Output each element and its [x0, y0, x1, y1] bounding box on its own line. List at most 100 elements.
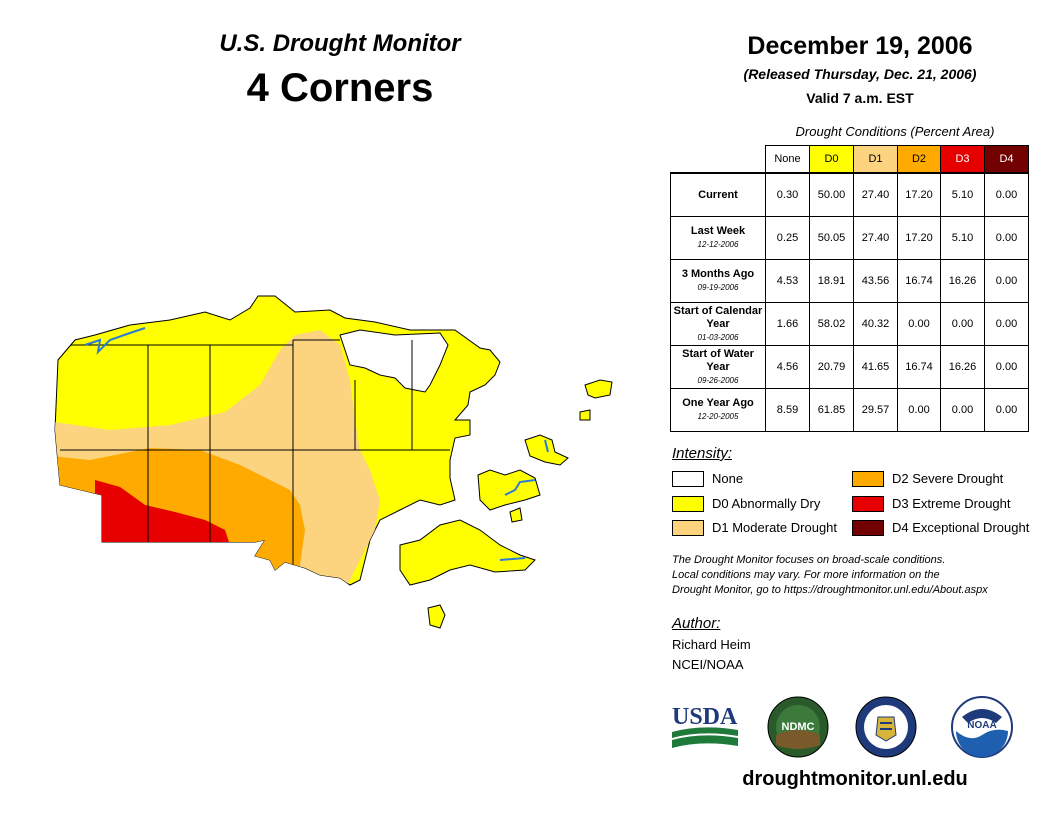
table-caption: Drought Conditions (Percent Area): [795, 124, 995, 139]
table-header-row: None D0 D1 D2 D3 D4: [671, 145, 1029, 174]
table-cell: 50.00: [809, 172, 854, 217]
table-cell: 17.20: [897, 172, 941, 217]
table-cell: 0.00: [984, 172, 1029, 217]
table-row: Last Week 12-12-2006 0.25 50.05 27.40 17.…: [670, 216, 1029, 260]
valid-time: Valid 7 a.m. EST: [806, 90, 914, 106]
legend-swatch: [672, 520, 704, 536]
legend-label: D1 Moderate Drought: [712, 520, 838, 535]
disclaimer-note: The Drought Monitor focuses on broad-sca…: [672, 553, 1052, 598]
legend-swatch: [852, 496, 884, 512]
table-cell: 27.40: [853, 216, 898, 260]
table-cell: 0.00: [984, 302, 1029, 346]
table-cell: 0.00: [940, 302, 985, 346]
row-label: Start of Calendar Year: [673, 304, 763, 330]
legend-swatch: [672, 496, 704, 512]
table-row: Current 0.30 50.00 27.40 17.20 5.10 0.00: [670, 172, 1029, 217]
row-label: 3 Months Ago: [681, 268, 755, 280]
table-cell: 0.00: [984, 259, 1029, 303]
table-cell: 5.10: [940, 172, 985, 217]
col-header-d4: D4: [984, 145, 1029, 174]
table-row: 3 Months Ago 09-19-2006 4.53 18.91 43.56 …: [670, 259, 1029, 303]
row-label: Start of Water Year: [682, 347, 754, 373]
ndmc-logo: NDMC: [767, 696, 829, 758]
row-label: Last Week: [690, 225, 746, 237]
table-cell: 0.30: [765, 172, 810, 217]
col-header-d2: D2: [897, 145, 941, 174]
table-row: Start of Calendar Year 01-03-2006 1.66 58…: [670, 302, 1029, 346]
east-rivers: [499, 439, 549, 561]
legend-label: D2 Severe Drought: [892, 471, 1004, 486]
row-label: One Year Ago: [682, 397, 754, 409]
map-title: U.S. Drought Monitor: [219, 30, 461, 57]
row-sublabel: 09-19-2006: [697, 283, 739, 292]
author-title: Author:: [672, 615, 721, 632]
table-cell: 0.25: [765, 216, 810, 260]
drought-map: [54, 295, 613, 629]
table-cell: 4.56: [765, 345, 810, 389]
table-cell: 0.00: [984, 216, 1029, 260]
table-cell: 61.85: [809, 388, 854, 432]
table-cell: 18.91: [809, 259, 854, 303]
table-cell: 16.26: [940, 259, 985, 303]
table-cell: 0.00: [984, 345, 1029, 389]
ndmc-logo-text: NDMC: [782, 721, 815, 733]
table-cell: 50.05: [809, 216, 854, 260]
river: [84, 327, 146, 355]
table-row: One Year Ago 12-20-2005 8.59 61.85 29.57 …: [670, 388, 1029, 432]
table-cell: 5.10: [940, 216, 985, 260]
table-row: Start of Water Year 09-26-2006 4.56 20.79…: [670, 345, 1029, 389]
table-cell: 43.56: [853, 259, 898, 303]
note-line: Local conditions may vary. For more info…: [672, 569, 940, 581]
legend-label: D3 Extreme Drought: [892, 496, 1011, 511]
noaa-logo-text: NOAA: [967, 720, 996, 731]
table-cell: 0.00: [897, 302, 941, 346]
table-cell: 27.40: [853, 172, 898, 217]
legend-title: Intensity:: [672, 445, 733, 462]
county-lines: [60, 339, 450, 570]
col-header-none: None: [765, 145, 810, 174]
row-sublabel: 12-20-2005: [697, 412, 739, 421]
legend-label: D4 Exceptional Drought: [892, 520, 1030, 535]
usda-logo: USDA: [672, 704, 738, 748]
legend-label: D0 Abnormally Dry: [712, 496, 821, 511]
map-date: December 19, 2006: [747, 32, 973, 60]
release-date: (Released Thursday, Dec. 21, 2006): [743, 66, 977, 82]
table-cell: 4.53: [765, 259, 810, 303]
noaa-logo: NOAA: [951, 696, 1013, 758]
table-cell: 8.59: [765, 388, 810, 432]
note-line: Drought Monitor, go to https://droughtmo…: [672, 584, 988, 596]
row-sublabel: 12-12-2006: [697, 240, 739, 249]
commerce-seal: [855, 696, 917, 758]
table-cell: 0.00: [897, 388, 941, 432]
drought-conditions-table: None D0 D1 D2 D3 D4 Current 0.30 50.00 2…: [670, 145, 1029, 432]
table-cell: 0.00: [984, 388, 1029, 432]
row-sublabel: 01-03-2006: [697, 332, 739, 342]
legend-swatch: [852, 520, 884, 536]
author-org: NCEI/NOAA: [672, 657, 744, 672]
legend-label: None: [712, 471, 744, 486]
table-cell: 41.65: [853, 345, 898, 389]
table-cell: 16.74: [897, 345, 941, 389]
site-url[interactable]: droughtmonitor.unl.edu: [742, 768, 968, 790]
note-line: The Drought Monitor focuses on broad-sca…: [672, 554, 946, 566]
row-label: Current: [698, 188, 738, 201]
col-header-d0: D0: [809, 145, 854, 174]
table-cell: 58.02: [809, 302, 854, 346]
author-name: Richard Heim: [672, 637, 751, 652]
row-sublabel: 09-26-2006: [697, 375, 739, 385]
table-cell: 1.66: [765, 302, 810, 346]
region-title: 4 Corners: [246, 66, 434, 110]
legend-swatch: [672, 471, 704, 487]
table-cell: 17.20: [897, 216, 941, 260]
table-cell: 16.26: [940, 345, 985, 389]
table-cell: 16.74: [897, 259, 941, 303]
table-cell: 0.00: [940, 388, 985, 432]
table-cell: 20.79: [809, 345, 854, 389]
d3-area: [95, 480, 230, 545]
legend-swatch: [852, 471, 884, 487]
col-header-d1: D1: [853, 145, 898, 174]
table-cell: 29.57: [853, 388, 898, 432]
usda-logo-text: USDA: [672, 704, 738, 730]
col-header-d3: D3: [940, 145, 985, 174]
none-area: [339, 329, 449, 393]
